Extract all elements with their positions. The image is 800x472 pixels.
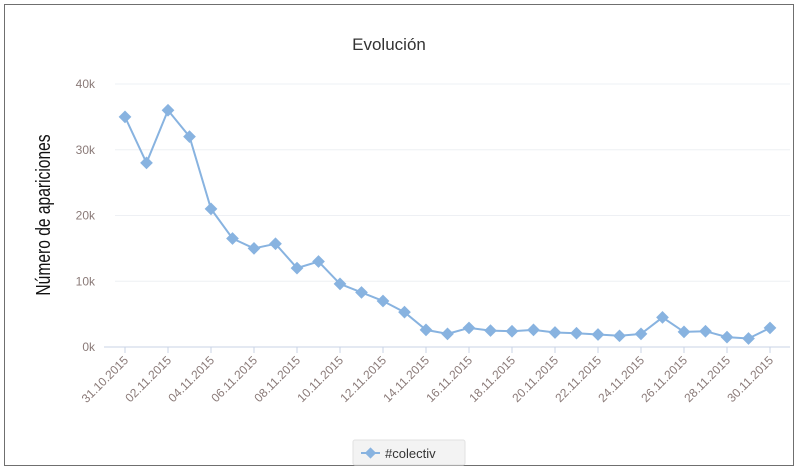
x-tick-label: 30.11.2015 — [724, 353, 776, 405]
data-point[interactable] — [656, 311, 669, 324]
data-point[interactable] — [570, 326, 583, 340]
legend-label[interactable]: #colectiv — [385, 446, 436, 461]
data-point[interactable] — [269, 237, 282, 251]
data-point[interactable] — [312, 255, 325, 268]
legend-box[interactable] — [352, 439, 466, 466]
data-point[interactable] — [634, 327, 648, 341]
data-point[interactable] — [763, 321, 777, 335]
data-point[interactable] — [118, 110, 132, 124]
y-tick-label: 10k — [76, 274, 96, 288]
legend[interactable]: #colectiv — [352, 439, 466, 466]
data-point[interactable] — [613, 329, 626, 343]
data-point[interactable] — [183, 130, 196, 143]
data-point[interactable] — [742, 332, 755, 345]
data-point[interactable] — [161, 103, 175, 117]
data-point[interactable] — [398, 305, 411, 319]
y-tick-label: 20k — [76, 209, 96, 223]
y-axis-label: Número de apariciones — [32, 134, 54, 295]
data-point[interactable] — [247, 242, 261, 255]
data-point[interactable] — [505, 324, 519, 338]
data-point[interactable] — [355, 286, 368, 299]
data-point[interactable] — [226, 232, 239, 245]
y-tick-label: 0k — [82, 340, 96, 354]
x-axis: 31.10.201502.11.201504.11.201506.11.2015… — [79, 346, 790, 406]
data-point[interactable] — [204, 202, 218, 216]
y-tick-label: 30k — [76, 143, 96, 157]
data-point[interactable] — [677, 325, 691, 339]
data-point[interactable] — [441, 327, 454, 341]
chart-frame — [4, 4, 794, 466]
y-axis-ticks: 0k 10k 20k 30k 40k — [76, 77, 96, 354]
data-point[interactable] — [527, 323, 540, 337]
data-point[interactable] — [290, 261, 304, 275]
data-point[interactable] — [548, 326, 562, 339]
data-point[interactable] — [462, 321, 476, 335]
series-colectiv — [118, 103, 777, 345]
data-point[interactable] — [333, 277, 347, 291]
series-line — [124, 108, 771, 340]
data-point[interactable] — [591, 328, 605, 341]
legend-marker-icon — [364, 447, 377, 459]
data-point[interactable] — [140, 156, 153, 170]
data-point[interactable] — [376, 294, 390, 308]
data-point[interactable] — [720, 330, 734, 344]
data-point[interactable] — [484, 324, 497, 337]
y-tick-label: 40k — [76, 77, 96, 91]
data-point[interactable] — [699, 324, 712, 338]
chart-title: Evolución — [352, 35, 426, 54]
gridlines — [115, 83, 790, 282]
x-tick-label: 31.10.2015 — [79, 353, 132, 406]
data-point[interactable] — [419, 323, 433, 337]
